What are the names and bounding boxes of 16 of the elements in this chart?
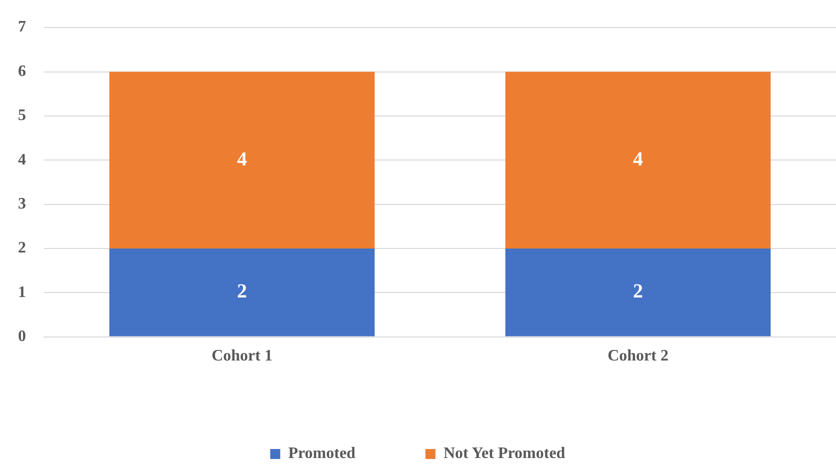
y-tick-label: 2: [18, 240, 26, 257]
y-tick-label: 7: [18, 18, 26, 36]
data-label: 4: [633, 148, 643, 170]
y-tick-label: 3: [18, 195, 26, 212]
y-tick-label: 5: [18, 107, 26, 124]
x-tick-label: Cohort 2: [608, 348, 668, 365]
data-label: 2: [237, 280, 247, 303]
y-tick-label: 0: [18, 328, 26, 345]
y-tick-label: 6: [18, 62, 26, 80]
y-tick-label: 4: [18, 151, 26, 168]
data-label: 4: [237, 148, 247, 170]
y-tick-label: 1: [18, 284, 26, 301]
x-tick-label: Cohort 1: [212, 348, 272, 365]
data-label: 2: [633, 280, 643, 303]
legend-label: Promoted: [288, 445, 356, 462]
legend-label: Not Yet Promoted: [443, 445, 566, 462]
